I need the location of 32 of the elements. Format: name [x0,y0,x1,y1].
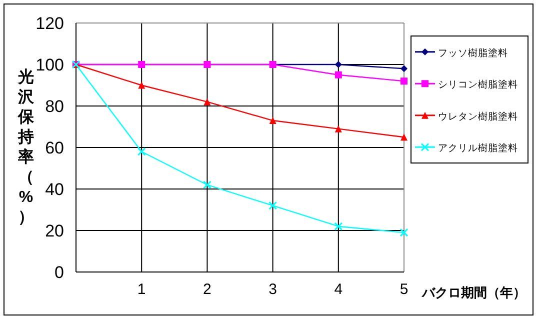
y-tick-label: 60 [45,138,64,158]
point [138,82,146,89]
y-tick-label: 120 [36,14,64,33]
point [334,71,342,78]
point [334,61,342,68]
y-tick-label: 100 [36,56,64,74]
x-tick-label: 1 [137,281,146,298]
point [400,134,408,141]
legend-label: アクリル樹脂塗料 [438,142,518,154]
legend-label: シリコン樹脂塗料 [438,78,518,91]
point [400,228,408,237]
point [334,222,343,231]
point [400,78,408,85]
point [268,201,278,210]
point [204,98,211,106]
legend-label: フッソ樹脂塗料 [438,46,508,59]
legend-label: ウレタン樹脂塗料 [438,110,518,122]
y-tick-label: 20 [45,222,64,240]
y-axis-title: 光沢保持率（%） [17,68,35,226]
x-tick-label: 5 [400,281,408,298]
point [400,65,408,72]
point [269,117,276,124]
x-axis-title: バクロ期間（年） [421,285,526,300]
y-tick-label: 40 [45,180,64,199]
x-tick-label: 2 [203,281,212,298]
point [137,147,146,156]
point [202,180,212,190]
point [334,125,342,132]
y-tick-label: 80 [45,97,64,116]
y-tick-label: 0 [54,263,64,282]
x-tick-label: 4 [334,281,343,298]
x-tick-label: 3 [268,281,277,298]
